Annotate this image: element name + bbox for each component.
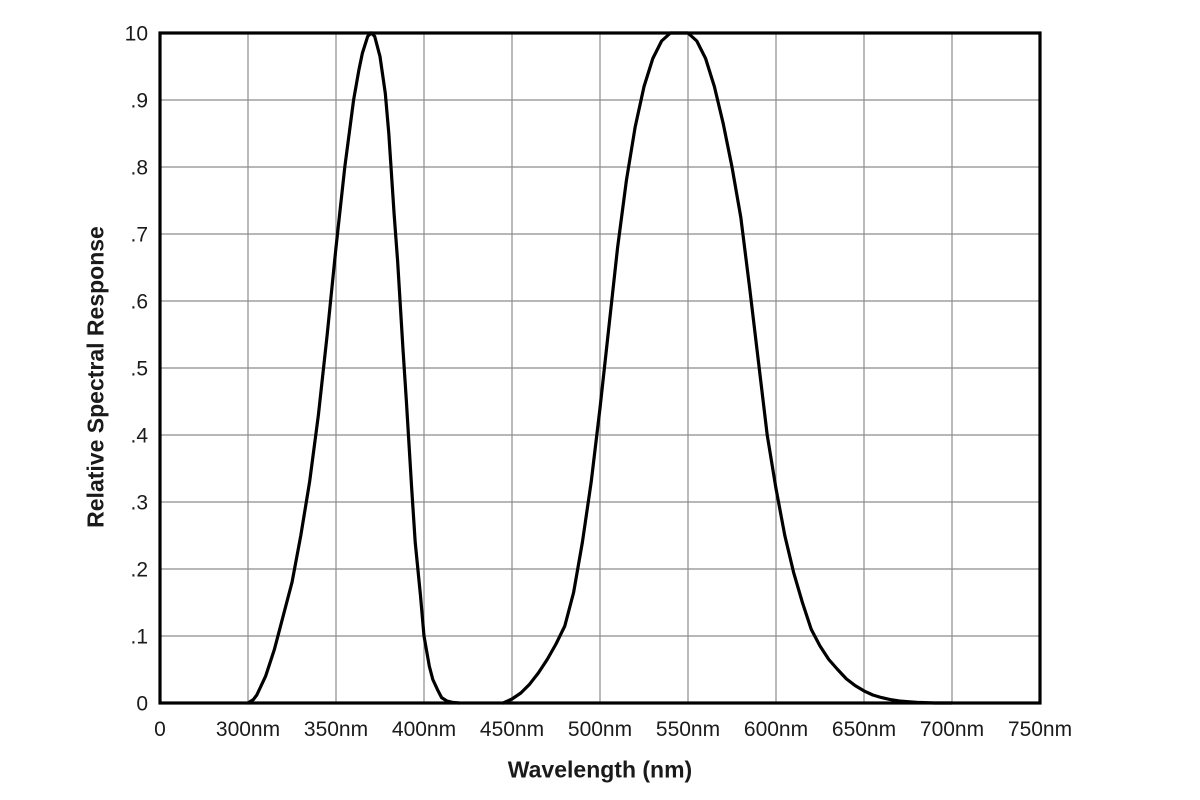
x-tick-label: 300nm bbox=[216, 718, 280, 741]
x-tick-label: 650nm bbox=[832, 718, 896, 741]
x-tick-label: 400nm bbox=[392, 718, 456, 741]
x-tick-label: 0 bbox=[154, 718, 166, 741]
response-curve-uv_peak_370nm bbox=[246, 31, 461, 705]
x-axis-title: Wavelength (nm) bbox=[507, 756, 693, 783]
y-tick-label: 10 bbox=[125, 23, 148, 46]
x-tick-label: 700nm bbox=[920, 718, 984, 741]
y-tick-label: .3 bbox=[130, 492, 148, 515]
x-tick-label: 750nm bbox=[1008, 718, 1072, 741]
x-tick-label: 500nm bbox=[568, 718, 632, 741]
x-tick-label: 350nm bbox=[304, 718, 368, 741]
y-tick-label: .5 bbox=[130, 358, 148, 381]
y-tick-label: .8 bbox=[130, 157, 148, 180]
y-axis-title: Relative Spectral Response bbox=[82, 226, 109, 528]
response-curve-visible_peak_545nm bbox=[501, 31, 954, 705]
y-tick-label: .6 bbox=[130, 291, 148, 314]
y-tick-label: .4 bbox=[130, 425, 148, 448]
y-tick-label: .2 bbox=[130, 559, 148, 582]
y-tick-label: .1 bbox=[130, 626, 148, 649]
plot-frame bbox=[158, 31, 1042, 705]
x-tick-label: 450nm bbox=[480, 718, 544, 741]
y-tick-label: .7 bbox=[130, 224, 148, 247]
x-tick-label: 600nm bbox=[744, 718, 808, 741]
x-tick-label: 550nm bbox=[656, 718, 720, 741]
y-tick-label: 0 bbox=[136, 693, 148, 716]
y-tick-label: .9 bbox=[130, 90, 148, 113]
